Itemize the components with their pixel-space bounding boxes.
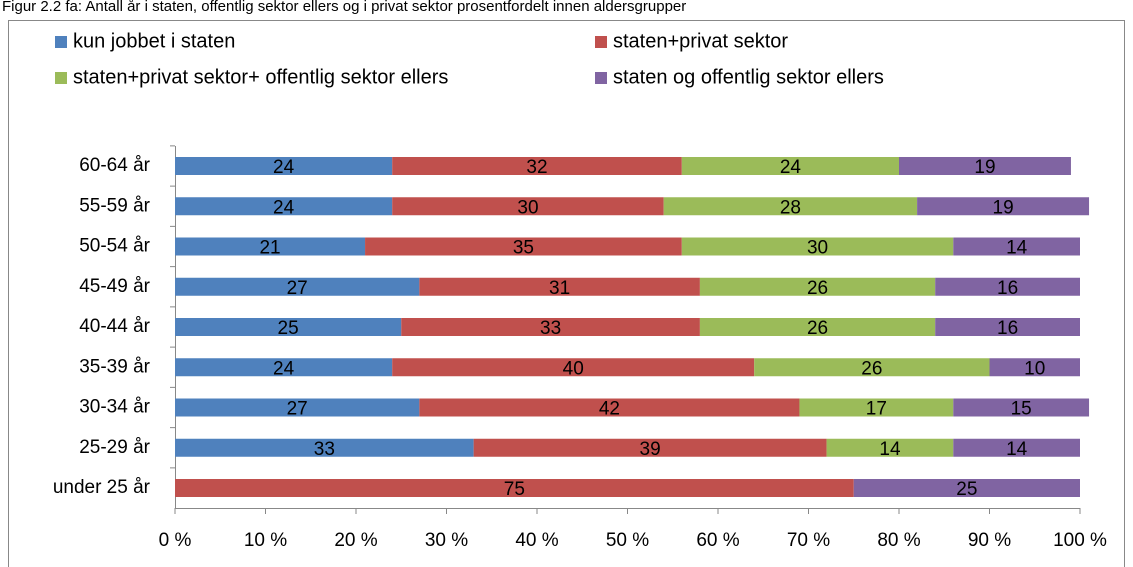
- data-label: 33: [540, 318, 561, 339]
- bar-segment: [989, 358, 1080, 377]
- legend-swatch: [55, 72, 67, 84]
- bar-segment: [175, 237, 366, 256]
- data-label: 27: [287, 399, 308, 420]
- legend-label: kun jobbet i staten: [73, 30, 235, 52]
- data-label: 40: [563, 358, 584, 379]
- bar-segment: [419, 277, 700, 296]
- x-tick-label: 10 %: [244, 530, 287, 551]
- bar-segment: [365, 237, 682, 256]
- legend-label: staten og offentlig sektor ellers: [613, 66, 884, 88]
- bar-segment: [175, 318, 402, 336]
- bar-segment: [473, 438, 827, 457]
- y-tick-label: 60-64 år: [79, 155, 150, 176]
- x-tick-label: 70 %: [787, 530, 830, 551]
- data-label: 24: [780, 157, 802, 178]
- x-tick-label: 20 %: [334, 530, 377, 551]
- y-tick-label: under 25 år: [53, 477, 151, 498]
- data-label: 24: [273, 197, 295, 218]
- data-label: 19: [974, 157, 995, 178]
- data-label: 14: [1006, 439, 1028, 460]
- bar-segment: [175, 197, 393, 216]
- y-tick-label: 25-29 år: [79, 437, 150, 458]
- data-label: 33: [314, 439, 335, 460]
- bar-segment: [917, 197, 1090, 216]
- legend-label: staten+privat sektor+ offentlig sektor e…: [73, 66, 448, 88]
- data-label: 16: [997, 318, 1018, 339]
- data-label: 25: [278, 318, 299, 339]
- bar-segment: [681, 237, 954, 256]
- x-tick-label: 30 %: [425, 530, 468, 551]
- legend-swatch: [595, 72, 607, 84]
- data-label: 21: [259, 238, 280, 259]
- bar-segment: [953, 398, 1090, 417]
- chart-frame: [8, 20, 1125, 567]
- data-label: 30: [807, 238, 828, 259]
- bar-segment: [953, 438, 1080, 457]
- bar-segment: [175, 277, 420, 296]
- bar-segment: [419, 398, 800, 417]
- legend-swatch: [55, 36, 67, 48]
- x-tick-label: 80 %: [877, 530, 920, 551]
- data-label: 17: [866, 399, 887, 420]
- x-tick-label: 90 %: [968, 530, 1011, 551]
- data-label: 25: [956, 479, 977, 500]
- x-tick-label: 100 %: [1053, 530, 1107, 551]
- bar-segment: [853, 479, 1080, 497]
- y-tick-label: 50-54 år: [79, 236, 150, 257]
- y-tick-label: 55-59 år: [79, 195, 150, 216]
- data-label: 39: [640, 439, 661, 460]
- bar-segment: [935, 318, 1080, 336]
- bar-segment: [175, 358, 393, 377]
- y-tick-label: 45-49 år: [79, 276, 150, 297]
- x-tick-label: 0 %: [159, 530, 192, 551]
- bar-segment: [401, 318, 700, 336]
- data-label: 15: [1011, 399, 1032, 420]
- bar-segment: [935, 277, 1080, 296]
- data-label: 35: [513, 238, 534, 259]
- data-label: 27: [287, 278, 308, 299]
- bar-segment: [681, 157, 899, 175]
- bar-segment: [699, 277, 936, 296]
- data-label: 24: [273, 157, 295, 178]
- y-tick-label: 30-34 år: [79, 397, 150, 418]
- bar-segment: [175, 479, 854, 497]
- data-label: 32: [526, 157, 547, 178]
- bar-segment: [392, 157, 682, 175]
- bar-segment: [799, 398, 954, 417]
- data-label: 26: [807, 278, 828, 299]
- y-tick-label: 40-44 år: [79, 316, 150, 337]
- data-label: 31: [549, 278, 570, 299]
- data-label: 42: [599, 399, 620, 420]
- chart-title: Figur 2.2 fa: Antall år i staten, offent…: [2, 0, 686, 15]
- data-label: 75: [504, 479, 525, 500]
- data-label: 19: [993, 197, 1014, 218]
- data-label: 14: [879, 439, 901, 460]
- data-label: 26: [807, 318, 828, 339]
- data-label: 24: [273, 358, 295, 379]
- bar-segment: [899, 157, 1071, 175]
- data-label: 26: [861, 358, 882, 379]
- bar-segment: [392, 197, 664, 216]
- data-label: 14: [1006, 238, 1028, 259]
- bar-segment: [663, 197, 918, 216]
- bar-segment: [699, 318, 936, 336]
- bar-segment: [392, 358, 755, 377]
- legend-label: staten+privat sektor: [613, 30, 788, 52]
- x-tick-label: 40 %: [515, 530, 558, 551]
- y-tick-label: 35-39 år: [79, 356, 150, 377]
- bar-segment: [175, 398, 420, 417]
- data-label: 28: [780, 197, 801, 218]
- bar-segment: [175, 438, 474, 457]
- data-label: 16: [997, 278, 1018, 299]
- x-tick-label: 60 %: [696, 530, 739, 551]
- bar-segment: [953, 237, 1080, 256]
- x-tick-label: 50 %: [606, 530, 649, 551]
- bar-segment: [826, 438, 954, 457]
- bar-segment: [754, 358, 990, 377]
- data-label: 10: [1024, 358, 1045, 379]
- data-label: 30: [517, 197, 538, 218]
- legend-swatch: [595, 36, 607, 48]
- bar-segment: [175, 157, 393, 175]
